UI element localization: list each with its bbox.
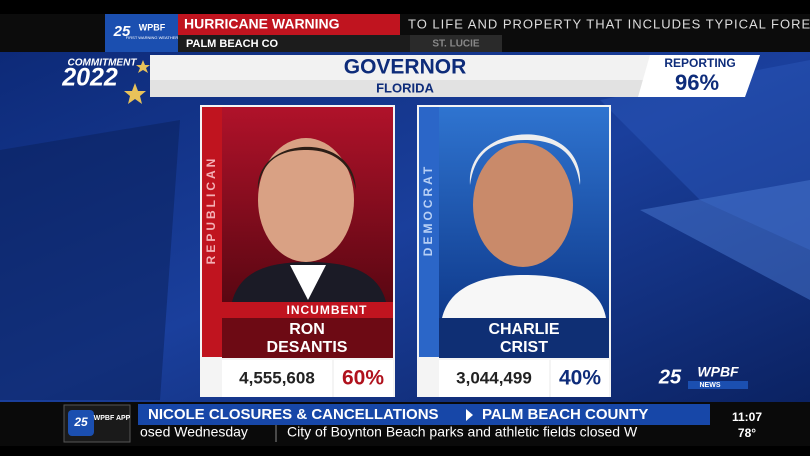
candidate-percent: 40% — [559, 367, 601, 390]
top-logo-box — [105, 14, 178, 52]
percent-box — [334, 360, 393, 397]
next-county-box — [410, 35, 502, 52]
crawl-next: City of Boynton Beach parks and athletic… — [287, 424, 638, 440]
logo-commitment: COMMITMENT — [68, 58, 138, 69]
station-sub-box — [688, 381, 748, 389]
subhead: PALM BEACH COUNTY — [482, 406, 648, 423]
app-number: 25 — [73, 415, 88, 429]
reporting-value: 96% — [675, 70, 719, 95]
temperature: 78° — [738, 426, 756, 440]
crawl: osed Wednesday — [140, 424, 248, 440]
candidate-percent: 60% — [342, 367, 384, 390]
race-state: FLORIDA — [376, 80, 434, 95]
candidate-last-name: CRIST — [500, 339, 548, 356]
logo-number: 25 — [113, 23, 131, 40]
party-label: REPUBLICAN — [204, 156, 218, 265]
app-label: WPBF APP — [94, 415, 131, 422]
candidate-last-name: DESANTIS — [267, 339, 348, 356]
county-box — [178, 35, 410, 52]
incumbent-tag: INCUMBENT — [287, 303, 368, 317]
party-strip — [419, 107, 439, 357]
alert-label: HURRICANE WARNING — [184, 16, 340, 32]
photo-face — [258, 138, 354, 262]
photo-shirt — [290, 265, 326, 300]
candidate-votes: 3,044,499 — [456, 368, 532, 387]
votes-box — [439, 360, 549, 397]
candidate-votes: 4,555,608 — [239, 368, 315, 387]
incumbent-bar — [222, 302, 393, 318]
next-county: ST. LUCIE — [432, 39, 480, 50]
star — [136, 60, 150, 73]
star — [124, 83, 146, 104]
party-strip — [202, 107, 222, 357]
logo-tagline: FIRST WARNING WEATHER — [126, 35, 179, 40]
logo-year: 2022 — [61, 64, 118, 92]
percent-box — [551, 360, 609, 397]
app-icon — [68, 410, 94, 436]
logo-brand: WPBF — [139, 22, 166, 32]
photo-face — [473, 143, 573, 267]
station-brand: WPBF — [697, 364, 739, 380]
headline: NICOLE CLOSURES & CANCELLATIONS — [148, 406, 439, 423]
candidate-first-name: RON — [289, 321, 325, 338]
bg-shape — [640, 180, 810, 300]
station-number: 25 — [658, 366, 682, 388]
alert-box — [178, 14, 400, 35]
race-subheader — [150, 80, 650, 97]
photo-shirt — [442, 275, 606, 318]
clock-time: 11:07 — [732, 410, 762, 424]
station-sub: NEWS — [700, 382, 721, 389]
votes-box — [222, 360, 332, 397]
headline-bar — [138, 404, 710, 425]
candidate-first-name: CHARLIE — [488, 321, 559, 338]
race-title: GOVERNOR — [344, 56, 467, 79]
reporting-label: REPORTING — [664, 56, 735, 70]
party-label: DEMOCRAT — [421, 164, 435, 256]
alert-crawl: TO LIFE AND PROPERTY THAT INCLUDES TYPIC… — [408, 16, 810, 31]
name-box — [222, 318, 393, 358]
county: PALM BEACH CO — [186, 38, 279, 50]
name-box — [439, 318, 609, 358]
clock-box — [712, 404, 770, 444]
reporting-box — [638, 55, 760, 97]
headline-arrow — [466, 409, 473, 421]
bg-shape — [0, 120, 180, 400]
